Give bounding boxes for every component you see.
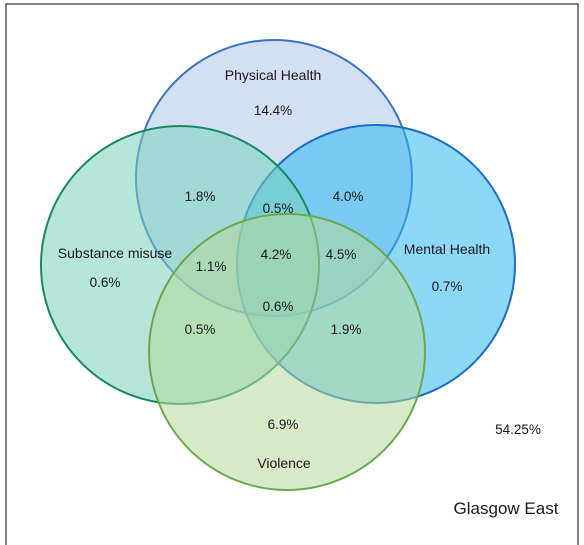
physical-only-value: 14.4% bbox=[254, 103, 292, 118]
outside-value: 54.25% bbox=[495, 422, 541, 437]
physical-substance-value: 1.8% bbox=[185, 189, 216, 204]
mental-violence-value: 1.9% bbox=[331, 322, 362, 337]
mental-health-label: Mental Health bbox=[404, 241, 490, 257]
place-label: Glasgow East bbox=[454, 499, 559, 518]
violence-circle bbox=[148, 213, 426, 491]
violence-label: Violence bbox=[257, 455, 311, 471]
physical-substance-violence-value: 1.1% bbox=[196, 259, 227, 274]
substance-only-value: 0.6% bbox=[90, 275, 121, 290]
physical-mental-substance-value: 0.5% bbox=[263, 201, 294, 216]
physical-mental-value: 4.0% bbox=[333, 189, 364, 204]
violence-only-value: 6.9% bbox=[268, 417, 299, 432]
substance-misuse-label: Substance misuse bbox=[58, 245, 173, 261]
all-four-value: 4.2% bbox=[261, 247, 292, 262]
substance-violence-value: 0.5% bbox=[185, 322, 216, 337]
mental-only-value: 0.7% bbox=[432, 279, 463, 294]
physical-health-label: Physical Health bbox=[225, 67, 322, 83]
mental-substance-violence-value: 0.6% bbox=[263, 299, 294, 314]
physical-mental-violence-value: 4.5% bbox=[326, 247, 357, 262]
